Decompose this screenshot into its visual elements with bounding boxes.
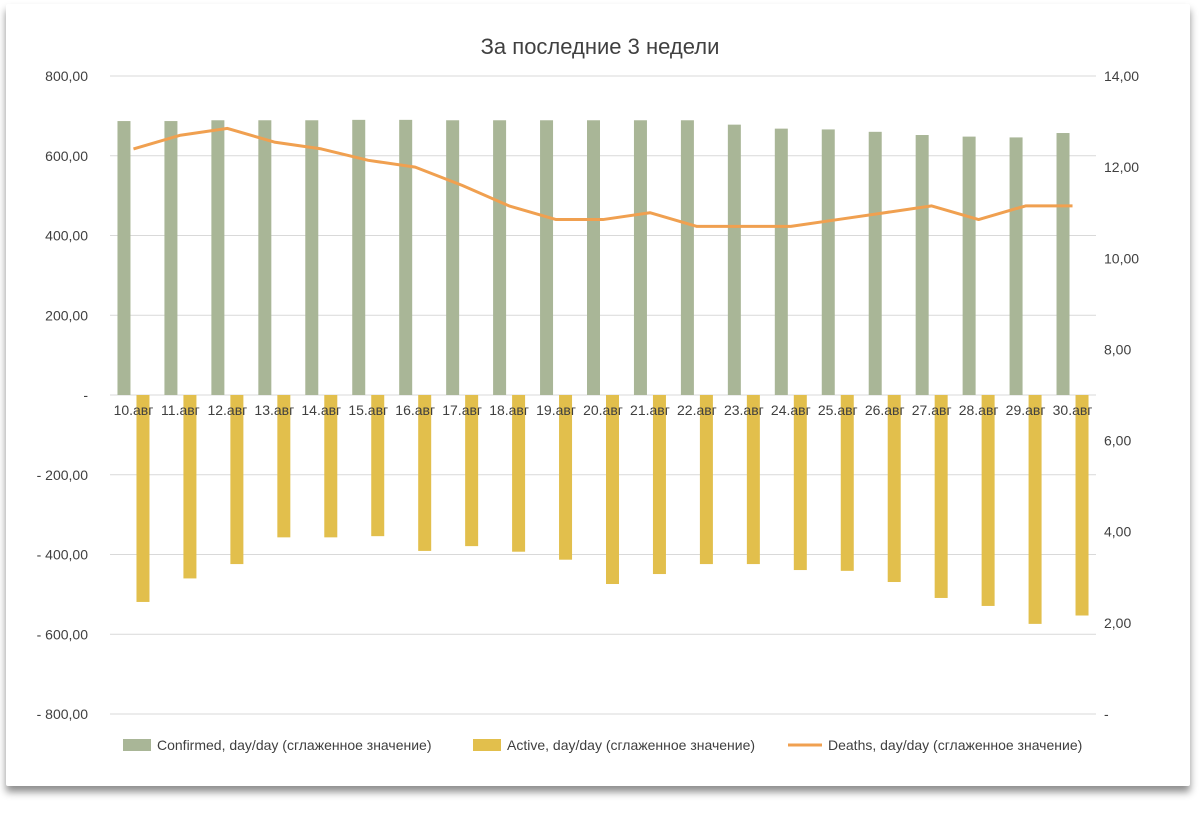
x-tick-label: 11.авг [161,402,200,418]
confirmed-bar [868,131,882,395]
confirmed-bar [1056,133,1070,396]
legend-swatch [123,739,151,751]
legend-label: Deaths, day/day (сглаженное значение) [828,737,1082,753]
legend-item-deaths: Deaths, day/day (сглаженное значение) [788,737,1082,753]
confirmed-bar [633,120,647,395]
chart-title: За последние 3 недели [481,34,720,59]
y-left-tick-label: 600,00 [45,148,88,164]
confirmed-bar [962,136,976,396]
active-bar [465,395,479,547]
legend-label: Active, day/day (сглаженное значение) [507,737,755,753]
active-bar [230,395,244,565]
x-tick-label: 18.авг [489,402,529,418]
x-tick-label: 22.авг [677,402,717,418]
y-left-tick-label: - [83,387,88,403]
x-tick-label: 10.авг [114,402,154,418]
legend-item-active: Active, day/day (сглаженное значение) [473,737,755,753]
active-bar [934,395,948,598]
confirmed-bar [305,120,319,395]
y-right-tick-label: 12,00 [1104,159,1139,175]
confirmed-bar [352,119,366,396]
active-bar [981,395,995,606]
confirmed-bar [164,121,178,395]
active-bar [652,395,666,575]
x-tick-label: 15.авг [348,402,388,418]
deaths-line [133,126,1073,228]
active-bar [699,395,713,565]
active-bar [512,395,526,552]
y-right-tick-label: 8,00 [1104,341,1131,357]
active-bar [136,395,150,602]
confirmed-bar [915,135,929,395]
x-tick-label: 23.авг [724,402,764,418]
y-right-tick-label: 6,00 [1104,433,1131,449]
x-tick-label: 28.авг [959,402,999,418]
active-bar [606,395,619,585]
active-bar [887,395,901,583]
y-left-tick-label: 200,00 [45,307,88,323]
y-right-tick-label: 10,00 [1104,250,1139,266]
chart-card: За последние 3 недели - 800,00 - 600,00 - … [6,4,1190,786]
active-bar [183,395,197,579]
x-tick-label: 19.авг [536,402,576,418]
confirmed-bar [493,120,507,395]
y-left-tick-label: - 400,00 [37,547,89,563]
legend: Confirmed, day/day (сглаженное значение)… [123,737,1082,753]
y-right-tick-label: 14,00 [1104,68,1139,84]
legend-label: Confirmed, day/day (сглаженное значение) [157,737,431,753]
x-tick-label: 21.авг [630,402,670,418]
confirmed-bar [446,120,460,395]
x-tick-label: 30.авг [1053,402,1093,418]
confirmed-bar [774,128,788,395]
x-tick-label: 26.авг [865,402,905,418]
y-left-tick-label: - 800,00 [37,706,89,722]
confirmed-bar [211,120,225,395]
y-left-tick-label: 800,00 [45,68,88,84]
confirmed-bar [399,119,413,396]
active-bar [793,395,807,571]
confirmed-bar [821,129,835,395]
active-bar [418,395,432,551]
chart: За последние 3 недели - 800,00 - 600,00 - … [37,34,1140,753]
confirmed-bar [540,120,554,395]
confirmed-bar [1009,137,1023,395]
active-bar [840,395,854,571]
x-tick-label: 25.авг [818,402,858,418]
x-tick-label: 20.авг [583,402,623,418]
active-bar [559,395,573,560]
active-bar [1028,395,1042,624]
confirmed-bar [587,120,600,395]
active-bar [1075,395,1089,616]
confirmed-bar [680,120,694,395]
x-tick-label: 29.авг [1006,402,1046,418]
x-tick-label: 12.авг [207,402,247,418]
x-tick-label: 16.авг [395,402,435,418]
y-right-tick-label: 2,00 [1104,615,1131,631]
x-tick-label: 13.авг [254,402,294,418]
legend-item-confirmed: Confirmed, day/day (сглаженное значение) [123,737,431,753]
y-left-tick-label: 400,00 [45,228,88,244]
y-right-tick-label: 4,00 [1104,524,1131,540]
x-tick-label: 17.авг [442,402,482,418]
active-bar [277,395,291,538]
active-bar [324,395,338,538]
confirmed-bar [727,124,741,396]
confirmed-bar [117,121,131,395]
x-tick-label: 14.авг [301,402,341,418]
active-bar [371,395,385,537]
y-left-tick-label: - 600,00 [37,626,89,642]
y-right-tick-label: - [1104,706,1109,722]
legend-swatch [473,739,501,751]
x-tick-label: 27.авг [912,402,952,418]
x-tick-label: 24.авг [771,402,811,418]
confirmed-bar [258,120,272,395]
y-left-tick-label: - 200,00 [37,467,89,483]
active-bar [746,395,760,565]
